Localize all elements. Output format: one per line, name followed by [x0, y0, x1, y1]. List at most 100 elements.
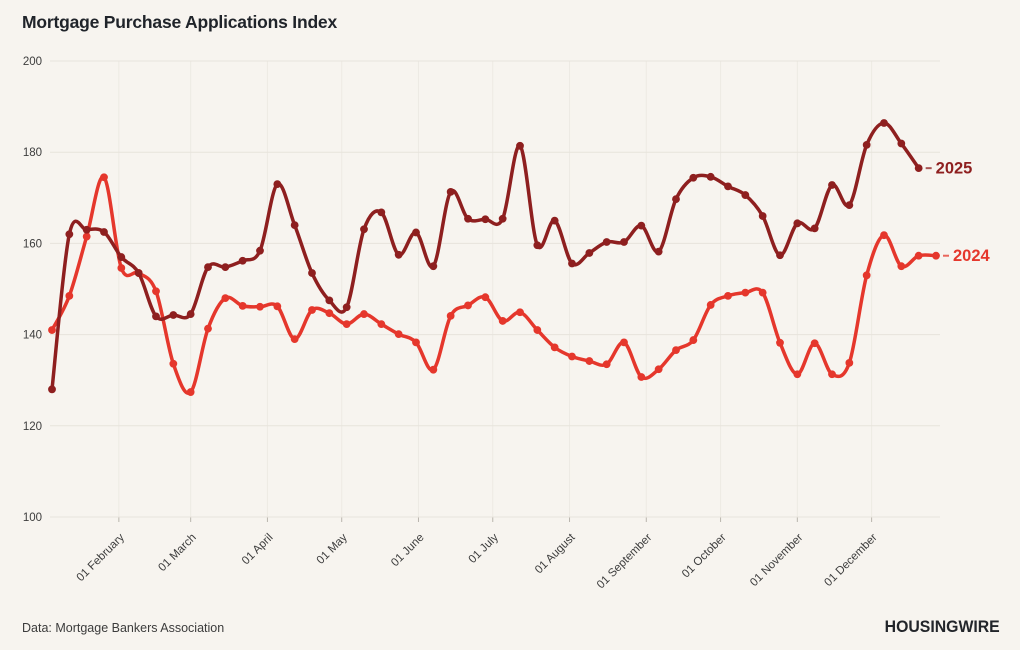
series-2025-point: [516, 141, 524, 150]
series-2025-point: [204, 263, 212, 272]
series-2025-point: [672, 195, 680, 204]
series-2025-point: [65, 230, 74, 239]
series-2024-point: [845, 358, 854, 367]
series-2025-point: [880, 119, 888, 127]
series-2024-point: [48, 326, 56, 334]
series-2024-point: [516, 308, 524, 317]
series-2025-point: [342, 303, 351, 312]
series-2024-point: [65, 291, 74, 300]
series-2025-point: [82, 225, 91, 234]
series-2024-point: [256, 302, 264, 311]
series-2024-point: [914, 251, 923, 260]
x-tick-label: 01 October: [680, 532, 729, 581]
series-2025-point: [776, 251, 784, 260]
series-2025-point: [273, 180, 282, 189]
series-2024: 2024: [48, 173, 991, 396]
series-2025-point: [325, 296, 334, 305]
series-2024-point: [776, 338, 784, 347]
series-2025-point: [550, 216, 559, 225]
series-2024-point: [828, 370, 836, 379]
series-2025-point: [585, 249, 594, 257]
series-2025-point: [637, 221, 646, 230]
x-tick-label: 01 February: [75, 531, 128, 584]
series-2024-point: [602, 360, 611, 369]
x-tick-label: 01 April: [240, 532, 276, 568]
series-2024-point: [498, 317, 507, 325]
series-2024-point: [308, 306, 316, 314]
series-2025-point: [134, 269, 143, 277]
y-tick-label: 180: [23, 147, 42, 159]
series-2024-point: [464, 301, 472, 310]
series-2025-point: [862, 141, 871, 149]
series-2024-point: [550, 343, 559, 352]
series-2025-point: [568, 259, 576, 268]
series-2024-point: [758, 288, 767, 297]
series-2025-point: [706, 172, 715, 181]
series-2024-point: [810, 339, 819, 348]
x-tick-label: 01 July: [467, 531, 501, 565]
x-tick-label: 01 March: [156, 532, 198, 574]
series-2025-point: [828, 181, 836, 189]
series-2025-point: [238, 256, 247, 265]
series-2024-point: [273, 302, 282, 311]
y-tick-label: 140: [23, 330, 42, 342]
series-2024-point: [654, 365, 663, 374]
series-2025-point: [741, 191, 750, 199]
series-2025-point: [100, 228, 108, 236]
series-2024-point: [342, 320, 351, 329]
series-2024-point: [221, 294, 230, 303]
series-2024-point: [897, 262, 906, 271]
series-2024-point: [533, 326, 542, 334]
chart-footer: Data: Mortgage Bankers Association HOUSI…: [0, 614, 1020, 642]
series-2024-point: [689, 336, 698, 344]
x-tick-label: 01 May: [315, 531, 350, 566]
series-2024-point: [100, 173, 108, 182]
series-2025-point: [897, 139, 906, 148]
x-tick-label: 01 August: [533, 531, 578, 576]
series-2024-point: [637, 373, 646, 381]
series-2025-point: [620, 238, 628, 246]
series-2024-point: [724, 291, 732, 300]
series-2024-point: [793, 370, 802, 379]
series-2025-line: [50, 121, 921, 392]
series-2024-point: [429, 365, 438, 374]
series-2025-point: [117, 253, 126, 261]
y-axis: 100 120 140 160 180 200: [23, 56, 940, 524]
series-2024-point: [238, 301, 247, 310]
series-2025-point: [429, 262, 438, 271]
series-2024-point: [672, 346, 680, 355]
series-2025-point: [360, 225, 368, 234]
series-2024-point: [585, 357, 594, 365]
series-2024-point: [377, 320, 386, 329]
series-2025-point: [654, 247, 663, 256]
series-2024-point: [932, 251, 940, 260]
series-2024-point: [706, 301, 715, 309]
x-tick-label: 01 December: [822, 532, 879, 589]
series-2024-line: [50, 175, 938, 395]
series-2025-point: [845, 201, 854, 209]
x-axis: 01 February 01 March 01 April 01 May 01 June…: [75, 61, 880, 591]
series-2024-point: [169, 359, 178, 368]
series-2025-point: [256, 246, 264, 255]
series-2024-point: [620, 338, 628, 347]
y-tick-label: 120: [23, 421, 42, 433]
series-2024-point: [446, 312, 455, 320]
x-tick-label: 01 November: [748, 532, 805, 589]
series-2025-point: [464, 214, 472, 223]
series-2025-point: [48, 385, 56, 394]
housingwire-logo: HOUSINGWIRE: [884, 617, 1000, 636]
series-2024-point: [82, 232, 91, 241]
series-2025-point: [290, 221, 299, 230]
series-2025-point: [758, 212, 767, 220]
series-2024-point: [360, 310, 368, 318]
series-2025-point: [793, 219, 802, 228]
series-2025-point: [221, 263, 230, 272]
series-2024-point: [325, 309, 334, 318]
series-2025-point: [412, 228, 420, 237]
series-2025-point: [498, 214, 507, 223]
series-2024-point: [290, 335, 299, 344]
series-2025-point: [377, 208, 386, 217]
x-tick-label: 01 September: [595, 532, 655, 592]
